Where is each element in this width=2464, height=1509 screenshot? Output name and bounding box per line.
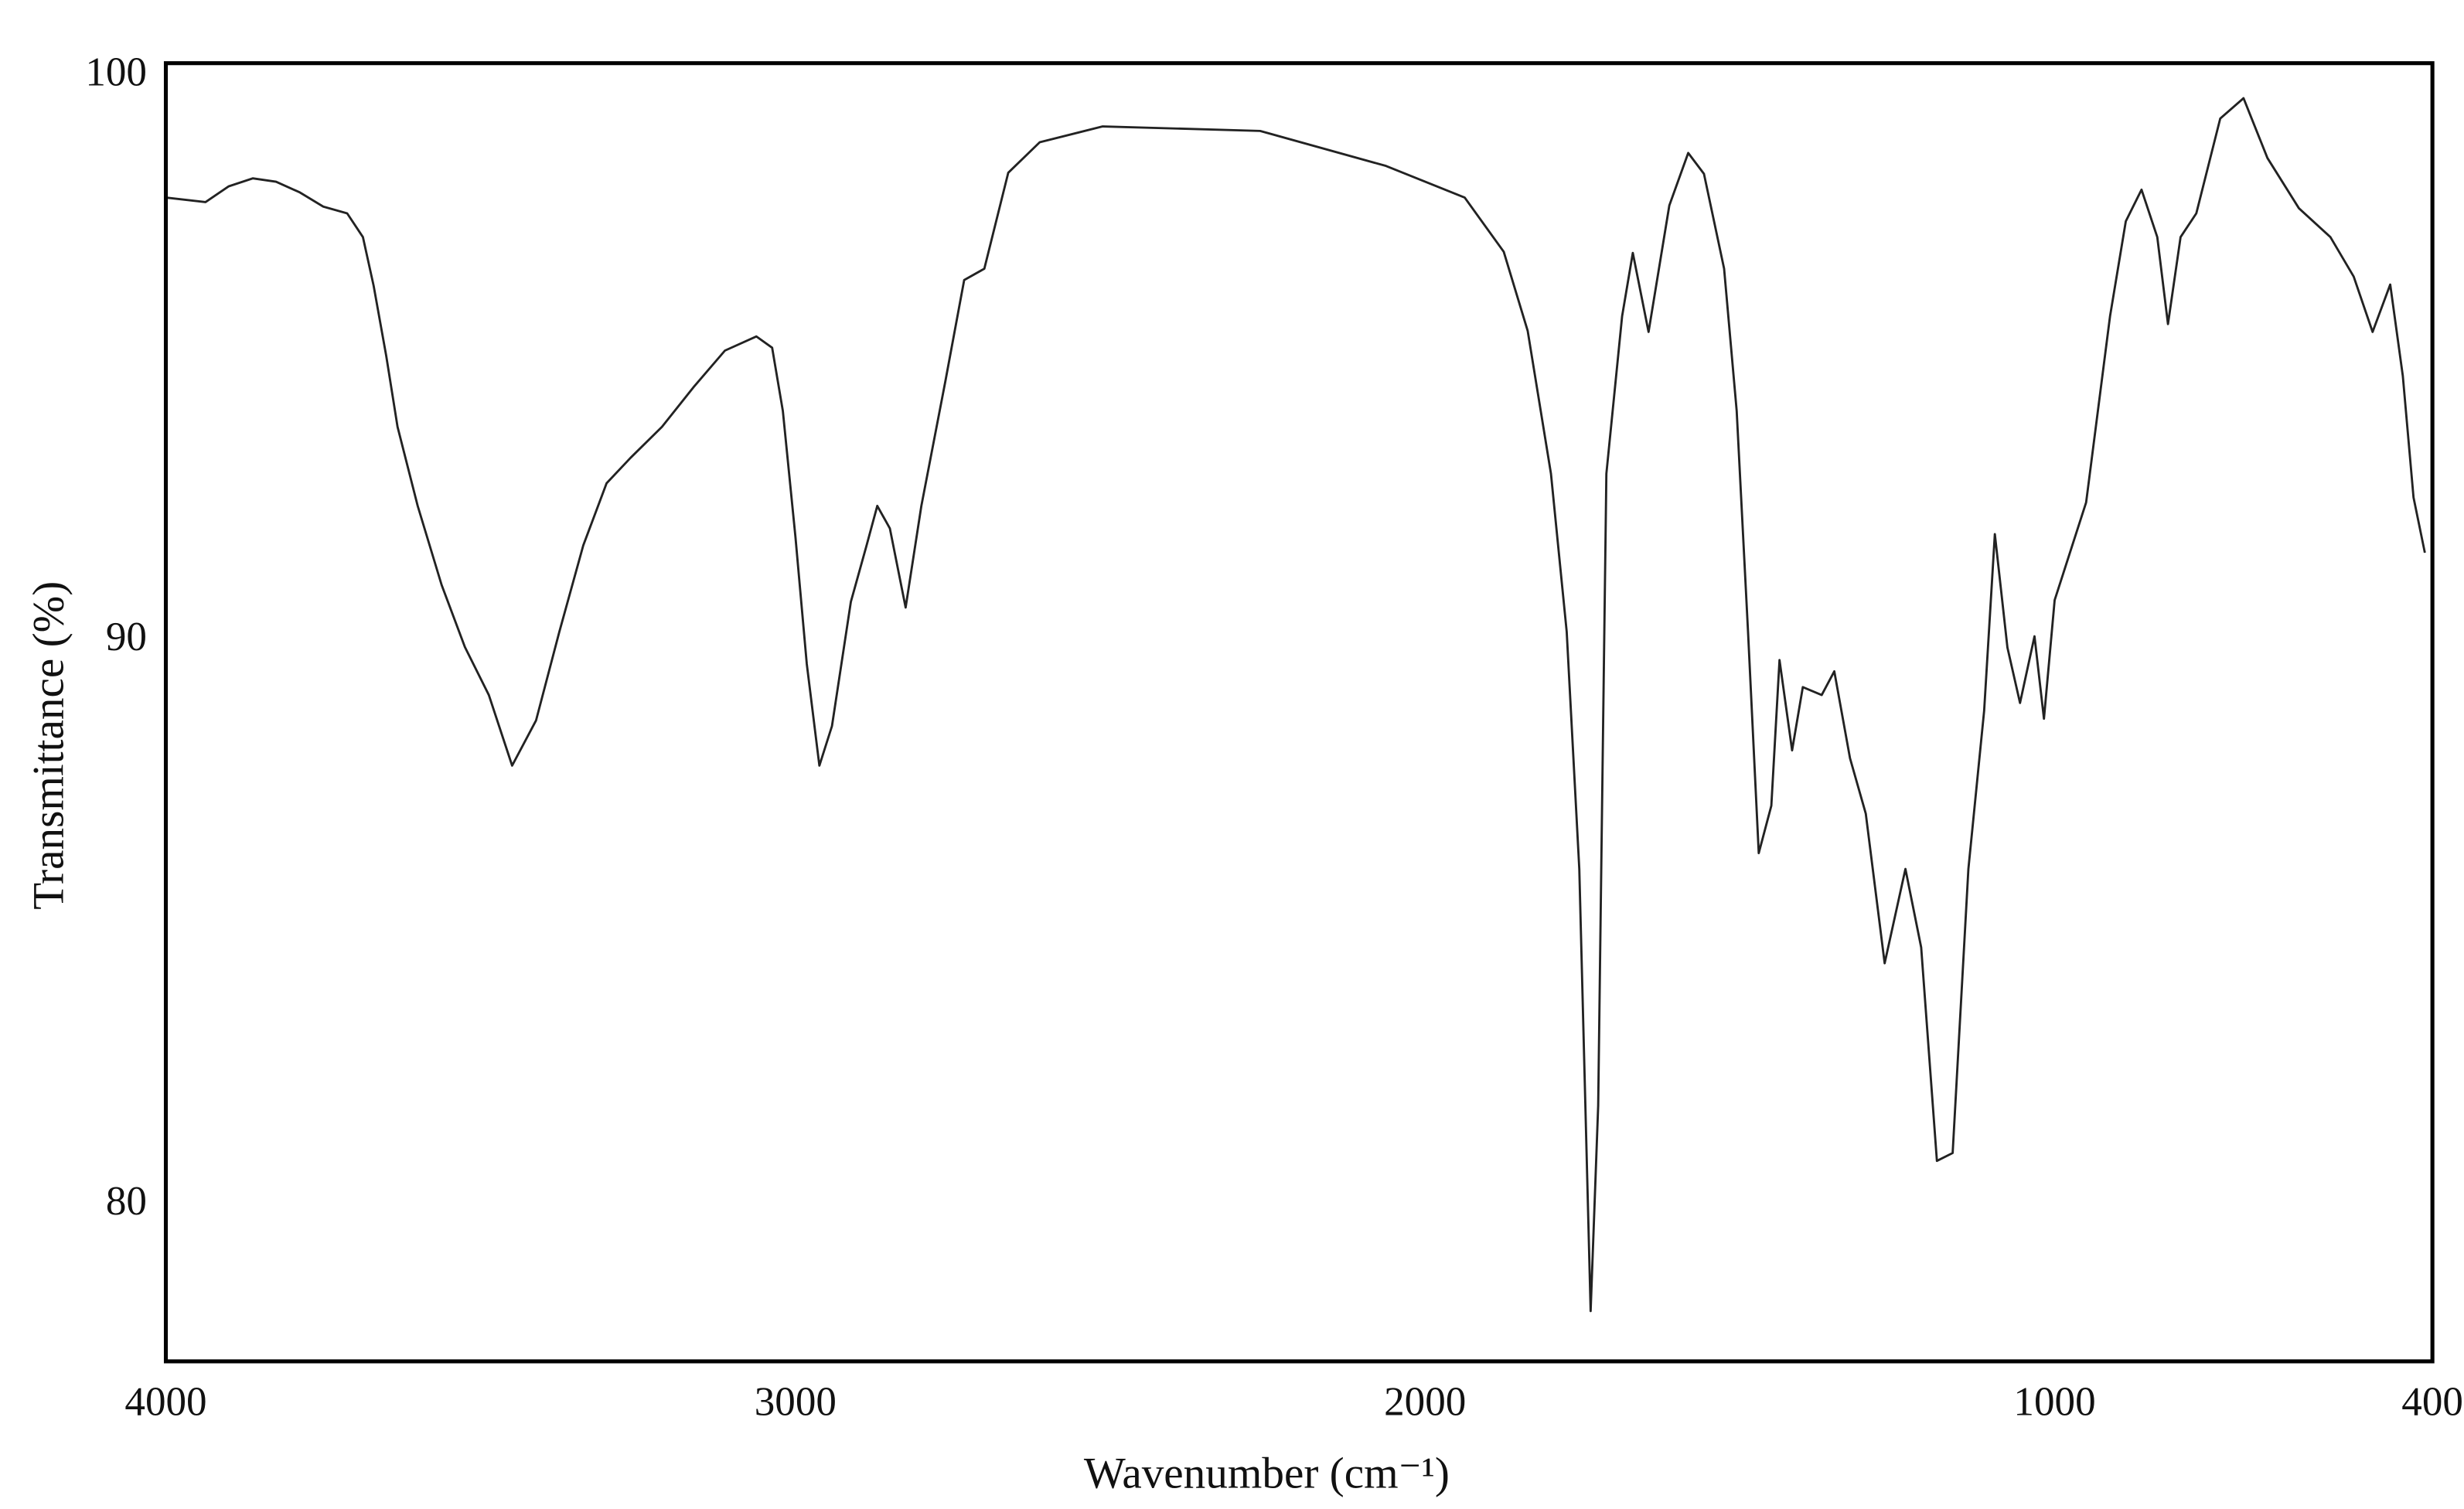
x-tick-label: 3000 <box>755 1379 837 1424</box>
y-tick-label: 100 <box>85 49 147 94</box>
spectrum-line <box>165 97 2426 1313</box>
x-tick-label: 2000 <box>1384 1379 1466 1424</box>
y-tick-label: 90 <box>106 615 147 659</box>
x-tick-label: 4000 <box>124 1379 206 1424</box>
y-tick-label: 80 <box>106 1179 147 1224</box>
x-tick-label: 1000 <box>2013 1379 2095 1424</box>
x-tick-label: 400 <box>2401 1379 2463 1424</box>
y-axis-label: Transmittance (%) <box>25 581 73 910</box>
plot-frame <box>163 61 2435 1364</box>
x-axis-label: Wavenumber (cm⁻¹) <box>1084 1449 1450 1497</box>
